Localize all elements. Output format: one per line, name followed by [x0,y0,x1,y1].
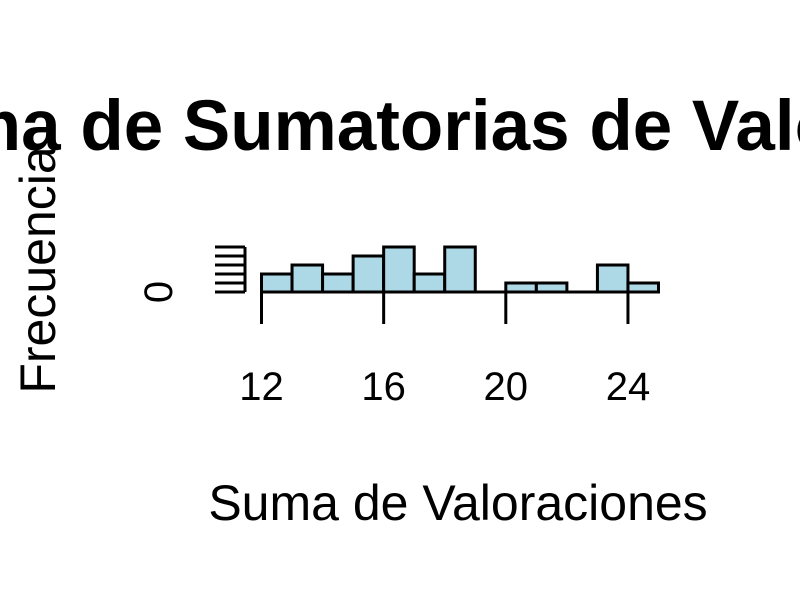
y-axis-label: Frecuencia [10,146,66,394]
histogram-bar-3 [351,254,386,294]
histogram-bar-11 [595,263,630,294]
y-tick-label-0: 0 [137,281,181,303]
x-axis: 12 16 20 24 [239,292,650,409]
histogram-bar-0 [260,272,294,294]
histogram-bar-12 [626,281,661,294]
histogram-bars [260,245,661,294]
chart-title: Histograma de Sumatorias de Valoraciones [0,87,800,166]
histogram-bar-6 [443,245,477,294]
histogram-bar-1 [290,263,325,294]
histogram-bar-9 [534,281,569,294]
x-tick-label-2: 20 [484,365,529,409]
histogram-bar-4 [382,245,416,294]
histogram-bar-2 [321,272,355,294]
x-tick-label-0: 12 [239,365,284,409]
x-axis-label: Suma de Valoraciones [208,475,707,531]
x-tick-label-1: 16 [361,365,406,409]
y-axis: 0 [137,245,247,303]
x-tick-label-3: 24 [606,365,651,409]
histogram-bar-5 [412,272,447,294]
histogram-bar-8 [504,281,538,294]
